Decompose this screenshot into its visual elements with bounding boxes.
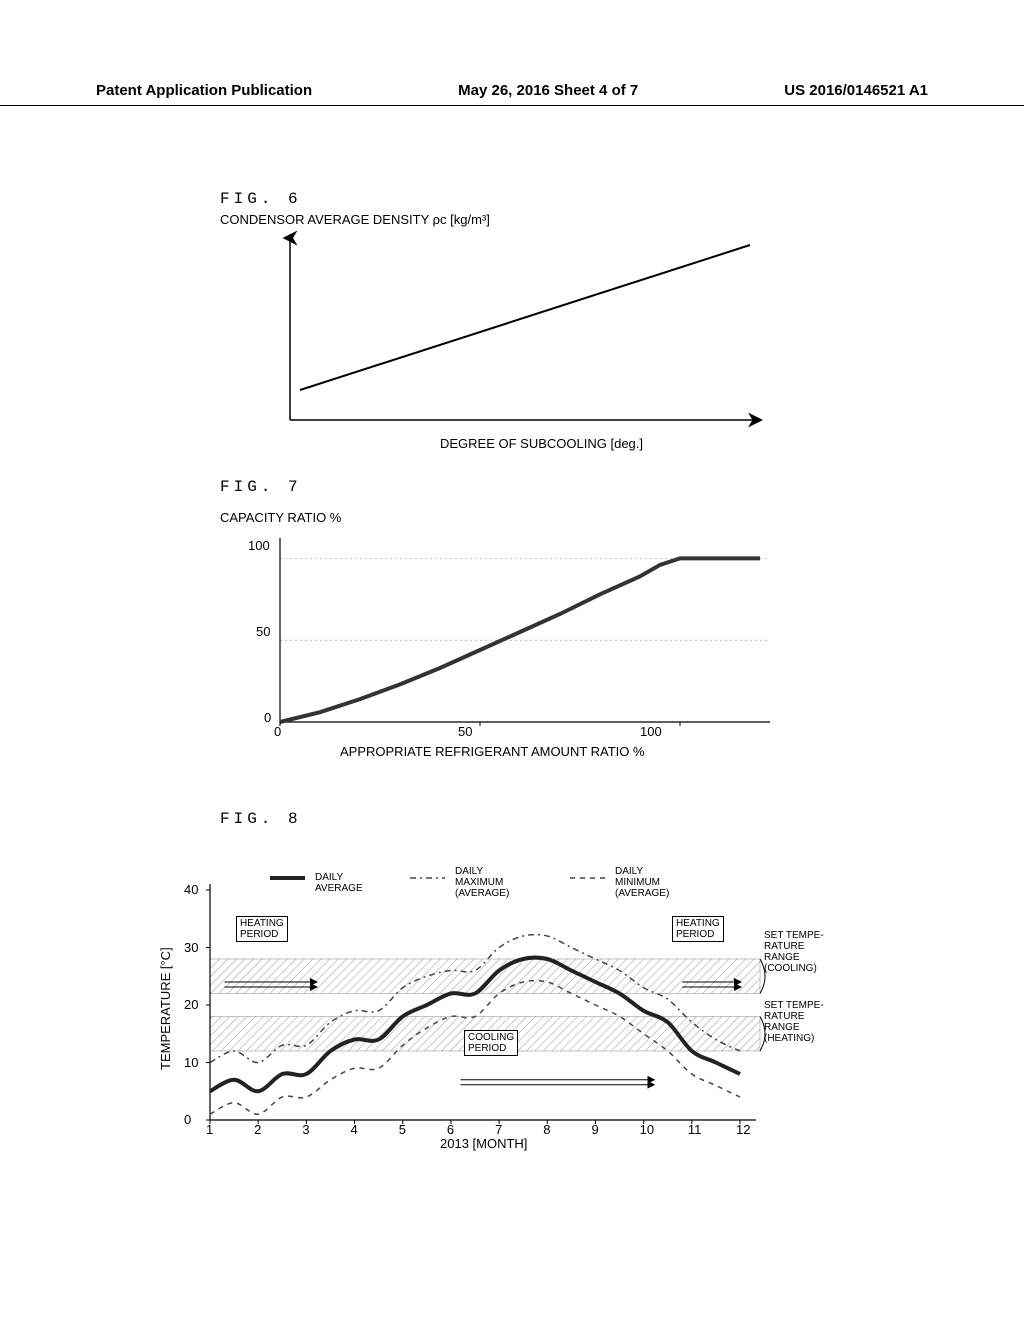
fig7-label: FIG. 7 [220,478,302,496]
fig8-xlabel: 2013 [MONTH] [440,1136,527,1151]
fig7-ytick-0: 0 [264,710,271,725]
fig8-legend-min: DAILY MINIMUM (AVERAGE) [615,866,669,899]
fig8-ytick-30: 30 [184,940,198,955]
fig8-ytick-10: 10 [184,1055,198,1070]
fig8-range-heat: SET TEMPE- RATURE RANGE (HEATING) [764,1000,824,1044]
fig6-ylabel: CONDENSOR AVERAGE DENSITY ρc [kg/m³] [220,212,490,227]
fig7-xtick-1: 50 [458,724,472,739]
fig8-range-cool: SET TEMPE- RATURE RANGE (COOLING) [764,930,824,974]
fig7-ytick-1: 50 [256,624,270,639]
fig8-xtick-4: 4 [351,1122,358,1137]
fig8-ytick-0: 0 [184,1112,191,1127]
fig8-plot [140,860,860,1150]
fig7-ylabel: CAPACITY RATIO % [220,510,341,525]
fig8-ylabel: TEMPERATURE [°C] [158,947,173,1070]
fig8-legend-max: DAILY MAXIMUM (AVERAGE) [455,866,509,899]
fig8-box-cooling: COOLING PERIOD [464,1030,518,1056]
figure-6: FIG. 6 CONDENSOR AVERAGE DENSITY ρc [kg/… [0,190,1024,470]
fig8-box-heating2: HEATING PERIOD [672,916,724,942]
fig8-xtick-7: 7 [495,1122,502,1137]
figure-7: FIG. 7 CAPACITY RATIO % 0 50 100 100 50 … [0,478,1024,788]
fig6-label: FIG. 6 [220,190,302,208]
fig8-xtick-11: 11 [688,1122,702,1137]
fig8-xtick-3: 3 [302,1122,309,1137]
fig7-xtick-0: 0 [274,724,281,739]
fig8-xtick-12: 12 [736,1122,750,1137]
fig7-ytick-2: 100 [248,538,270,553]
header-right: US 2016/0146521 A1 [784,82,928,99]
fig8-xtick-1: 1 [206,1122,213,1137]
fig8-legend-avg: DAILY AVERAGE [315,872,363,894]
fig7-plot [240,532,800,742]
fig8-ytick-40: 40 [184,882,198,897]
header-left: Patent Application Publication [96,82,312,99]
page-header: Patent Application Publication May 26, 2… [0,82,1024,106]
fig8-label: FIG. 8 [220,810,302,828]
fig8-xtick-5: 5 [399,1122,406,1137]
fig8-xtick-6: 6 [447,1122,454,1137]
header-mid: May 26, 2016 Sheet 4 of 7 [458,82,638,99]
fig8-xtick-8: 8 [543,1122,550,1137]
figure-8: FIG. 8 DAILY AVERAGE DAILY MAXIMUM (AVER… [0,810,1024,1230]
fig7-xlabel: APPROPRIATE REFRIGERANT AMOUNT RATIO % [340,744,645,759]
fig6-xlabel: DEGREE OF SUBCOOLING [deg.] [440,436,643,451]
fig8-ytick-20: 20 [184,997,198,1012]
fig8-xtick-9: 9 [591,1122,598,1137]
fig7-xtick-2: 100 [640,724,662,739]
fig6-line [300,245,750,390]
fig6-plot [260,230,780,430]
fig8-box-heating1: HEATING PERIOD [236,916,288,942]
fig8-xtick-2: 2 [254,1122,261,1137]
fig8-xtick-10: 10 [640,1122,654,1137]
